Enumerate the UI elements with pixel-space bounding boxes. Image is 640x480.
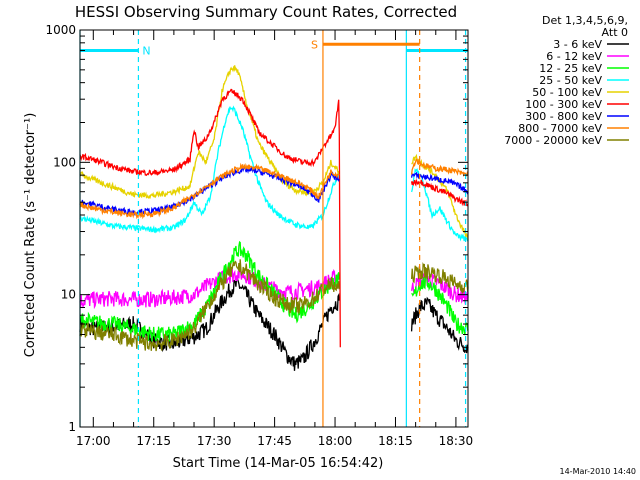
legend-label: 12 - 25 keV: [539, 62, 602, 75]
series-line-800-7000-kev-part-2: [410, 157, 469, 178]
x-tick-label: 17:15: [136, 434, 171, 448]
series-line-100-300-kev-part-2: [410, 178, 469, 207]
legend-label: 300 - 800 keV: [525, 110, 602, 123]
legend-label: 7000 - 20000 keV: [504, 134, 602, 147]
chart-title: HESSI Observing Summary Count Rates, Cor…: [75, 3, 457, 21]
series-line-50-100-kev-part-2: [411, 153, 469, 240]
series-line-300-800-kev-part-2: [410, 171, 469, 195]
legend-header: Att 0: [602, 26, 628, 39]
x-tick-label: 17:30: [197, 434, 232, 448]
legend-label: 3 - 6 keV: [553, 38, 602, 51]
x-axis: 17:00 17:15 17:30 17:45 18:00 18:15 18:30: [76, 30, 473, 448]
series-line-6-12-kev-part-1: [79, 265, 340, 310]
y-axis: 1 10 100 1000: [45, 23, 468, 434]
legend-label: 6 - 12 keV: [546, 50, 602, 63]
series-line-50-100-kev-part-1: [79, 65, 340, 199]
series-line-800-7000-kev-part-1: [79, 162, 340, 220]
series-line-3-6-kev-part-2: [410, 296, 469, 354]
y-tick-label: 1000: [45, 23, 76, 37]
legend-label: 800 - 7000 keV: [518, 122, 602, 135]
x-tick-label: 18:00: [318, 434, 353, 448]
legend-label: 50 - 100 keV: [532, 86, 602, 99]
series-line-3-6-kev-part-1: [79, 275, 340, 371]
x-tick-label: 17:00: [76, 434, 111, 448]
series-line-7000-20000-kev-part-1: [79, 259, 340, 352]
x-axis-label: Start Time (14-Mar-05 16:54:42): [173, 456, 384, 471]
legend-label: 25 - 50 keV: [539, 74, 602, 87]
series-line-12-25-kev-part-1: [79, 240, 340, 342]
legend-header: Det 1,3,4,5,6,9,: [542, 14, 628, 27]
legend-label: 100 - 300 keV: [525, 98, 602, 111]
night-label: N: [142, 44, 150, 57]
x-tick-label: 18:30: [439, 434, 474, 448]
series-line-25-50-kev-part-1: [79, 105, 340, 234]
x-tick-label: 18:15: [378, 434, 413, 448]
series-layer: [79, 65, 469, 371]
generation-timestamp: 14-Mar-2010 14:40: [560, 467, 637, 476]
y-tick-label: 1: [68, 420, 76, 434]
series-line-12-25-kev-part-2: [411, 273, 469, 336]
series-line-100-300-kev-part-1: [79, 88, 341, 348]
saa-label: S: [311, 38, 318, 51]
y-tick-label: 10: [61, 288, 76, 302]
series-line-7000-20000-kev-part-2: [410, 262, 469, 294]
y-tick-label: 100: [53, 155, 76, 169]
x-tick-label: 17:45: [257, 434, 292, 448]
y-axis-label: Corrected Count Rate (s⁻¹ detector⁻¹): [23, 113, 38, 358]
plot-frame: [79, 29, 469, 428]
